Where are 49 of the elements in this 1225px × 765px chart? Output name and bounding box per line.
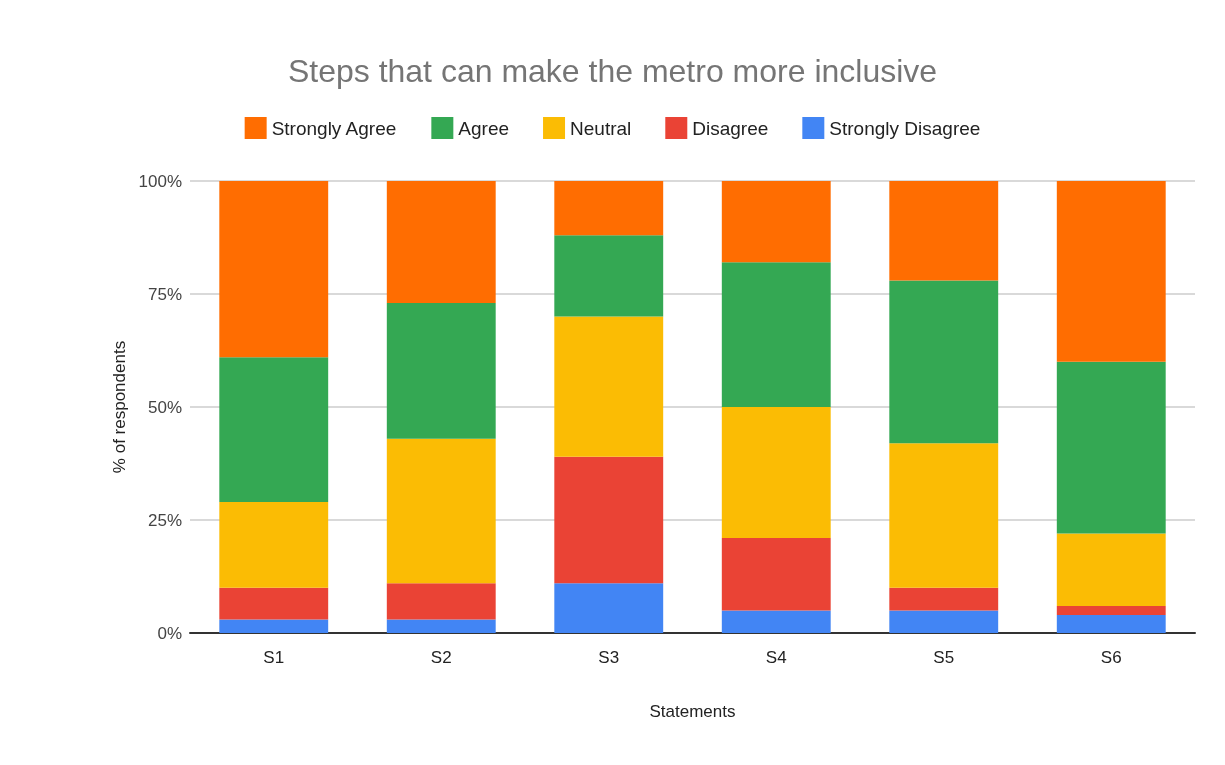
bar xyxy=(219,619,329,633)
bar xyxy=(1056,533,1166,606)
bar xyxy=(889,610,999,633)
bar xyxy=(554,316,664,457)
bar xyxy=(219,587,329,620)
x-tick-label: S3 xyxy=(598,648,620,667)
legend-label: Agree xyxy=(458,117,510,139)
bar xyxy=(386,303,496,439)
x-tick-label: S6 xyxy=(1100,648,1122,667)
bar xyxy=(889,443,999,588)
bar xyxy=(219,357,329,502)
bar xyxy=(721,407,831,539)
chart-title: Steps that can make the metro more inclusive xyxy=(287,53,938,89)
x-tick-label: S4 xyxy=(765,648,787,667)
bar xyxy=(386,181,496,304)
bar xyxy=(1056,605,1166,615)
y-tick-label: 0% xyxy=(157,623,182,643)
bar xyxy=(386,583,496,620)
y-tick-label: 75% xyxy=(147,284,182,304)
legend-label: Strongly Agree xyxy=(271,117,397,139)
bar xyxy=(721,181,831,263)
legend-label: Neutral xyxy=(570,117,632,139)
x-tick-label: S1 xyxy=(263,648,285,667)
x-axis-title: Statements xyxy=(649,702,736,721)
y-tick-label: 50% xyxy=(147,397,182,417)
bar xyxy=(889,587,999,611)
bar xyxy=(721,538,831,611)
bar xyxy=(721,610,831,633)
bar xyxy=(1056,361,1166,534)
bar xyxy=(1056,181,1166,362)
bar xyxy=(889,181,999,281)
bar xyxy=(1056,614,1166,633)
bar xyxy=(889,280,999,444)
y-axis-title: % of respondents xyxy=(109,340,129,474)
x-tick-label: S2 xyxy=(430,648,452,667)
y-tick-label: 25% xyxy=(147,510,182,530)
y-tick-label: 100% xyxy=(138,171,182,191)
bar xyxy=(554,235,664,317)
legend-label: Strongly Disagree xyxy=(829,117,981,139)
bar xyxy=(721,262,831,407)
bar xyxy=(554,456,664,584)
bar xyxy=(219,501,329,588)
bar xyxy=(554,583,664,633)
bar xyxy=(386,619,496,633)
legend-label: Disagree xyxy=(692,117,769,139)
x-tick-label: S5 xyxy=(933,648,955,667)
bar xyxy=(219,181,329,358)
bar xyxy=(554,181,664,236)
bar xyxy=(386,438,496,584)
